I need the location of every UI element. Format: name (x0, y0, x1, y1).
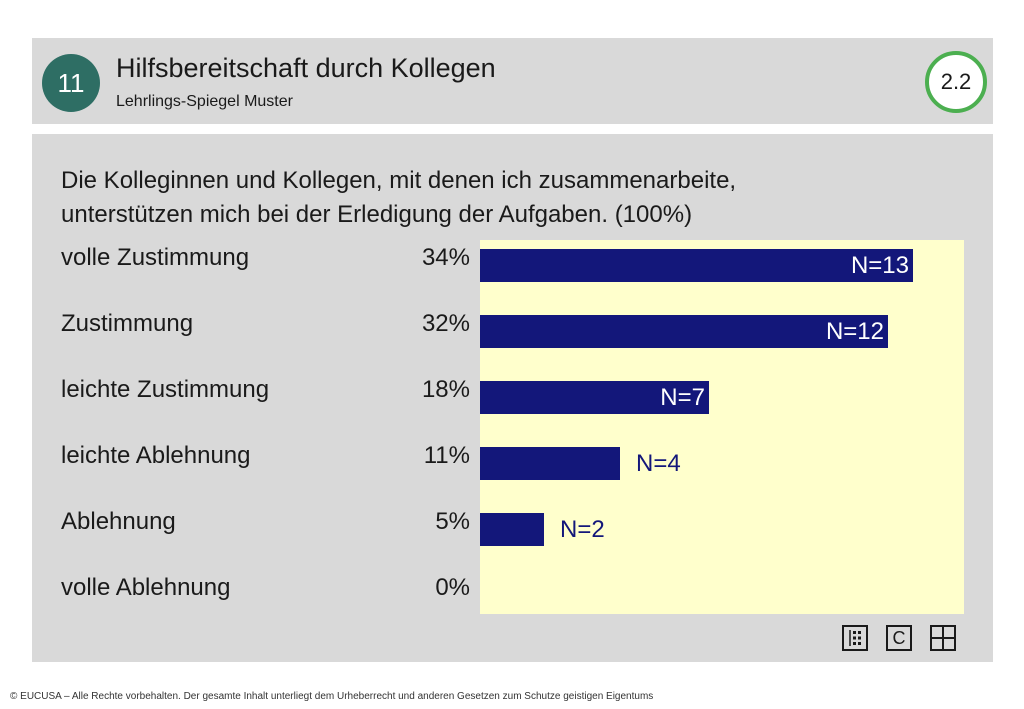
category-label: leichte Ablehnung (61, 442, 251, 469)
count-label: N=4 (636, 450, 681, 477)
page-subtitle: Lehrlings-Spiegel Muster (116, 93, 293, 110)
count-label: N=7 (660, 384, 705, 411)
question-text: Die Kolleginnen und Kollegen, mit denen … (61, 164, 921, 232)
percent-label: 18% (421, 376, 470, 403)
percent-label: 0% (435, 574, 470, 601)
header-panel: 11 Hilfsbereitschaft durch Kollegen Lehr… (32, 38, 993, 124)
category-label: volle Ablehnung (61, 574, 231, 601)
plot-area: N=13 N=12 N=7 N=4 N=2 (480, 240, 964, 614)
percent-label: 34% (421, 244, 470, 271)
category-label: Zustimmung (61, 310, 194, 337)
copyright-icon[interactable]: C (886, 625, 912, 651)
count-label: N=2 (560, 516, 605, 543)
list-icon[interactable] (842, 625, 868, 651)
percent-label: 5% (435, 508, 470, 535)
chapter-badge: 11 (42, 54, 100, 112)
bar (480, 447, 620, 480)
percent-label: 32% (421, 310, 470, 337)
question-line-2: unterstützen mich bei der Erledigung der… (61, 201, 693, 228)
toolbar: C (842, 625, 956, 653)
count-label: N=12 (825, 318, 884, 345)
version-badge: 2.2 (925, 51, 987, 113)
chart-panel: Die Kolleginnen und Kollegen, mit denen … (32, 134, 993, 662)
category-label: volle Zustimmung (61, 244, 250, 271)
count-label: N=13 (850, 252, 909, 279)
bar (480, 315, 888, 348)
bar (480, 381, 709, 414)
category-label: leichte Zustimmung (61, 376, 270, 403)
copyright-footer: © EUCUSA – Alle Rechte vorbehalten. Der … (10, 691, 654, 702)
bar (480, 249, 913, 282)
percent-label: 11% (423, 442, 470, 469)
grid-icon[interactable] (930, 625, 956, 651)
question-line-1: Die Kolleginnen und Kollegen, mit denen … (61, 167, 737, 194)
bar (480, 513, 544, 546)
page-title: Hilfsbereitschaft durch Kollegen (116, 53, 496, 83)
category-label: Ablehnung (61, 508, 176, 535)
